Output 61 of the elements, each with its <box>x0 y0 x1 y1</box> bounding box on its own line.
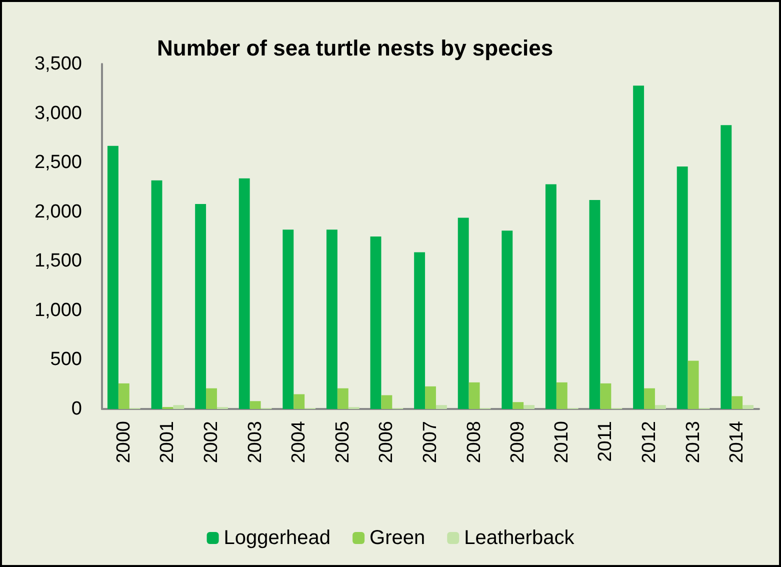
bar <box>118 383 130 409</box>
x-tick-label: 2005 <box>332 421 354 464</box>
y-tick-label: 500 <box>50 349 82 370</box>
bar <box>206 388 217 409</box>
x-tick-label: 2014 <box>726 420 748 464</box>
bar <box>676 166 688 409</box>
bar <box>720 125 732 409</box>
bar <box>742 405 754 409</box>
bar <box>370 236 382 409</box>
bar <box>436 405 447 409</box>
bar <box>151 180 162 409</box>
x-tick-label: 2006 <box>376 421 398 464</box>
bar <box>381 395 392 409</box>
y-tick-label: 1,000 <box>34 300 82 321</box>
bar <box>524 405 535 409</box>
bar <box>425 386 436 409</box>
x-tick-label: 2000 <box>113 421 134 464</box>
bar <box>238 178 250 409</box>
bar <box>337 388 348 409</box>
bar <box>589 200 600 409</box>
y-tick-label: 1,500 <box>34 250 82 272</box>
bar <box>556 382 568 409</box>
y-tick-label: 2,500 <box>34 152 82 174</box>
bar <box>688 360 699 409</box>
bar <box>502 230 513 409</box>
x-tick-label: 2012 <box>639 421 660 464</box>
bar <box>468 382 480 409</box>
bar <box>644 388 655 409</box>
y-tick-label: 3,500 <box>34 54 82 74</box>
bar <box>545 184 556 409</box>
bar <box>512 402 524 409</box>
bar <box>326 230 338 409</box>
x-tick-label: 2009 <box>508 421 529 464</box>
x-tick-label: 2013 <box>682 421 704 464</box>
bar <box>633 86 644 409</box>
x-tick-label: 2004 <box>288 420 310 464</box>
x-tick-label: 2008 <box>464 421 485 464</box>
bar <box>458 218 469 409</box>
x-tick-label: 2007 <box>420 421 441 464</box>
x-tick-label: 2001 <box>157 421 178 464</box>
y-tick-label: 2,000 <box>34 201 82 222</box>
chart-title: Number of sea turtle nests by species <box>157 36 554 60</box>
bar <box>173 405 184 409</box>
legend-label: Loggerhead <box>224 527 331 549</box>
x-tick-label: 2003 <box>244 421 266 464</box>
bar <box>654 405 666 409</box>
legend-label: Green <box>370 527 426 549</box>
x-tick-label: 2011 <box>595 421 616 462</box>
y-tick-label: 0 <box>71 398 82 420</box>
bar <box>282 230 294 409</box>
bar <box>600 383 612 409</box>
bar <box>107 146 118 409</box>
bar <box>414 252 426 409</box>
bar <box>195 204 206 409</box>
bar <box>250 401 261 409</box>
bar <box>732 396 743 409</box>
y-tick-label: 3,000 <box>34 102 82 124</box>
x-tick-label: 2010 <box>551 421 572 464</box>
bar <box>294 394 305 409</box>
legend-label: Leatherback <box>464 527 576 549</box>
x-tick-label: 2002 <box>201 421 222 464</box>
